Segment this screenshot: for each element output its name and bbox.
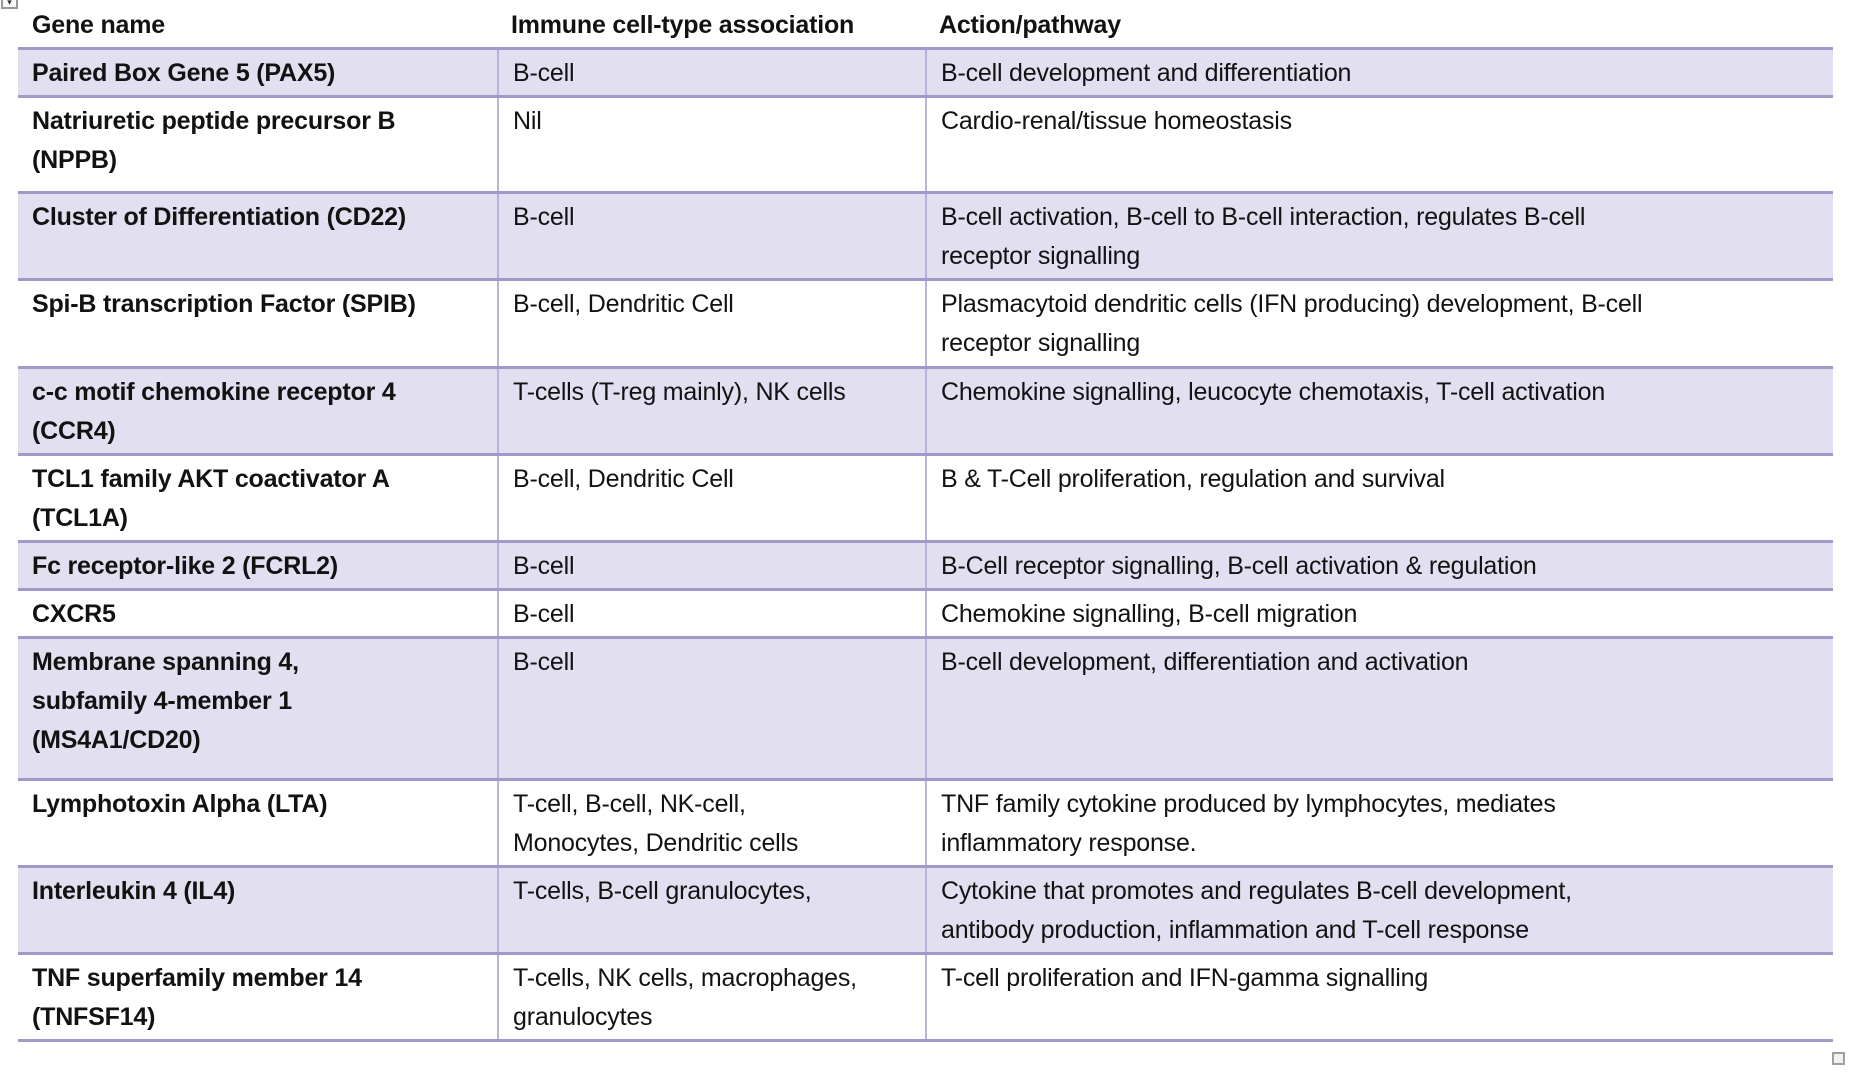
- column-header-action-pathway: Action/pathway: [939, 11, 1121, 39]
- action-pathway-cell: Chemokine signalling, leucocyte chemotax…: [925, 369, 1833, 453]
- association-cell: B-cell: [497, 591, 925, 636]
- table-row: Fc receptor-like 2 (FCRL2) B-cell B-Cell…: [18, 540, 1833, 588]
- association-cell: B-cell: [497, 639, 925, 778]
- association-cell: T-cells (T-reg mainly), NK cells: [497, 369, 925, 453]
- table-row: Cluster of Differentiation (CD22) B-cell…: [18, 191, 1833, 278]
- action-pathway-cell: TNF family cytokine produced by lymphocy…: [925, 781, 1833, 865]
- gene-name-cell: Cluster of Differentiation (CD22): [32, 203, 406, 231]
- table-row: Paired Box Gene 5 (PAX5) B-cell B-cell d…: [18, 47, 1833, 95]
- gene-name-cell: Membrane spanning 4, subfamily 4-member …: [32, 648, 299, 754]
- table-header-row: Gene name Immune cell-type association A…: [18, 0, 1833, 47]
- gene-name-cell: Interleukin 4 (IL4): [32, 877, 236, 905]
- table-row: Spi-B transcription Factor (SPIB) B-cell…: [18, 278, 1833, 366]
- table-row: Lymphotoxin Alpha (LTA) T-cell, B-cell, …: [18, 778, 1833, 865]
- action-pathway-cell: Chemokine signalling, B-cell migration: [925, 591, 1833, 636]
- association-cell: Nil: [497, 98, 925, 191]
- action-pathway-cell: B-cell development and differentiation: [925, 50, 1833, 95]
- column-header-association: Immune cell-type association: [511, 11, 855, 39]
- association-cell: B-cell: [497, 543, 925, 588]
- action-pathway-cell: Plasmacytoid dendritic cells (IFN produc…: [925, 281, 1833, 366]
- gene-table: Gene name Immune cell-type association A…: [18, 0, 1833, 1042]
- gene-name-cell: CXCR5: [32, 600, 116, 628]
- table-row: TCL1 family AKT coactivator A (TCL1A) B-…: [18, 453, 1833, 540]
- gene-name-cell: Fc receptor-like 2 (FCRL2): [32, 552, 338, 580]
- table-row: c-c motif chemokine receptor 4 (CCR4) T-…: [18, 366, 1833, 453]
- action-pathway-cell: T-cell proliferation and IFN-gamma signa…: [925, 955, 1833, 1039]
- association-cell: T-cells, B-cell granulocytes,: [497, 868, 925, 952]
- table-marker-icon[interactable]: ▾: [1, 0, 18, 9]
- table-row: Interleukin 4 (IL4) T-cells, B-cell gran…: [18, 865, 1833, 952]
- table-row: CXCR5 B-cell Chemokine signalling, B-cel…: [18, 588, 1833, 636]
- association-cell: T-cells, NK cells, macrophages, granuloc…: [497, 955, 925, 1039]
- association-cell: B-cell: [497, 50, 925, 95]
- association-cell: B-cell: [497, 194, 925, 278]
- gene-name-cell: Spi-B transcription Factor (SPIB): [32, 290, 416, 318]
- association-cell: B-cell, Dendritic Cell: [497, 456, 925, 540]
- gene-name-cell: Natriuretic peptide precursor B (NPPB): [32, 107, 396, 174]
- table-row: TNF superfamily member 14 (TNFSF14) T-ce…: [18, 952, 1833, 1039]
- action-pathway-cell: B-cell activation, B-cell to B-cell inte…: [925, 194, 1833, 278]
- gene-name-cell: Paired Box Gene 5 (PAX5): [32, 59, 336, 87]
- action-pathway-cell: Cardio-renal/tissue homeostasis: [925, 98, 1833, 191]
- gene-name-cell: TCL1 family AKT coactivator A (TCL1A): [32, 465, 390, 532]
- column-header-gene-name: Gene name: [32, 11, 165, 39]
- gene-name-cell: c-c motif chemokine receptor 4 (CCR4): [32, 378, 396, 445]
- association-cell: B-cell, Dendritic Cell: [497, 281, 925, 366]
- action-pathway-cell: B-cell development, differentiation and …: [925, 639, 1833, 778]
- gene-name-cell: TNF superfamily member 14 (TNFSF14): [32, 964, 362, 1031]
- table-row: Natriuretic peptide precursor B (NPPB) N…: [18, 95, 1833, 191]
- action-pathway-cell: Cytokine that promotes and regulates B-c…: [925, 868, 1833, 952]
- action-pathway-cell: B & T-Cell proliferation, regulation and…: [925, 456, 1833, 540]
- table-resize-handle[interactable]: [1832, 1052, 1845, 1065]
- table-row: Membrane spanning 4, subfamily 4-member …: [18, 636, 1833, 778]
- gene-name-cell: Lymphotoxin Alpha (LTA): [32, 790, 328, 818]
- action-pathway-cell: B-Cell receptor signalling, B-cell activ…: [925, 543, 1833, 588]
- association-cell: T-cell, B-cell, NK-cell, Monocytes, Dend…: [497, 781, 925, 865]
